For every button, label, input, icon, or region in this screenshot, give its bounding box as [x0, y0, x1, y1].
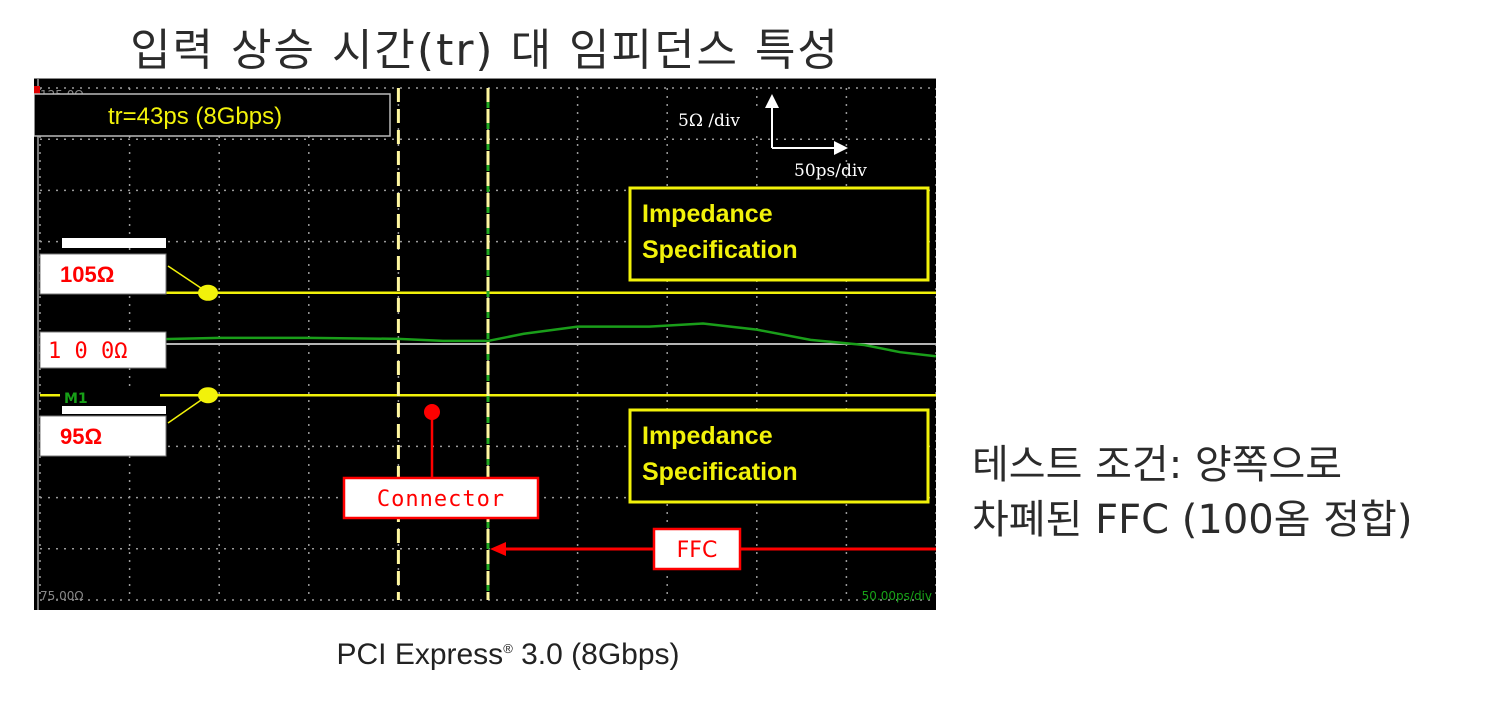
- caption-text: PCI Express: [336, 638, 504, 671]
- m1-label: M1: [64, 391, 88, 407]
- spec-label-line1: Impedance: [642, 200, 773, 228]
- callout-tab-bottom: [62, 406, 166, 414]
- page-title: 입력 상승 시간(tr) 대 임피던스 특성: [130, 25, 840, 76]
- connector-label: Connector: [377, 487, 505, 512]
- spec-label-line2: Specification: [642, 458, 798, 486]
- y-min-label: 75.00Ω: [40, 589, 84, 603]
- scale-arrowhead-up: [765, 94, 779, 108]
- ffc-label-box: [652, 527, 742, 571]
- ffc-label: FFC: [677, 538, 718, 563]
- x-scale-footer-label: 50.00ps/div: [862, 589, 932, 603]
- callout-label-limit-105: 105Ω: [60, 262, 114, 287]
- callout-box-limit-95: [39, 415, 167, 457]
- scale-vertical-bg: [674, 106, 764, 132]
- rise-time-label: tr=43ps (8Gbps): [108, 103, 282, 130]
- callout-label-reference-100: 1 0 0Ω: [48, 339, 127, 364]
- scale-horizontal-label: 50ps/div: [794, 161, 867, 181]
- impedance-trace: [39, 322, 936, 358]
- spec-box-105: [628, 186, 930, 282]
- callout-label-limit-95: 95Ω: [60, 424, 102, 449]
- callout-tab-top: [62, 238, 166, 248]
- spec-label-line2: Specification: [642, 236, 798, 264]
- spec-box-95: [628, 408, 930, 504]
- ffc-arrowhead: [490, 542, 506, 556]
- callout-box-reference-100: [39, 331, 167, 369]
- test-condition-line2: 차폐된 FFC (100옴 정합): [972, 497, 1413, 543]
- spec-label-line1: Impedance: [642, 422, 773, 450]
- test-condition-line1: 테스트 조건: 양쪽으로: [972, 442, 1343, 488]
- caption-suffix: 3.0 (8Gbps): [512, 638, 680, 671]
- chart-caption: PCI Express® 3.0 (8Gbps): [0, 638, 1016, 672]
- callout-box-limit-105: [39, 253, 167, 295]
- connector-pin-head: [424, 404, 440, 420]
- connector-label-box: [342, 476, 540, 520]
- limit-dot-95: [198, 387, 218, 404]
- scale-arrowhead-right: [834, 141, 848, 155]
- scale-vertical-label: 5Ω /div: [678, 111, 740, 131]
- rise-time-box: [34, 93, 391, 137]
- limit-dot-105: [198, 284, 218, 301]
- test-condition: 테스트 조건: 양쪽으로 차폐된 FFC (100옴 정합): [972, 438, 1492, 548]
- registered-mark: ®: [503, 641, 513, 656]
